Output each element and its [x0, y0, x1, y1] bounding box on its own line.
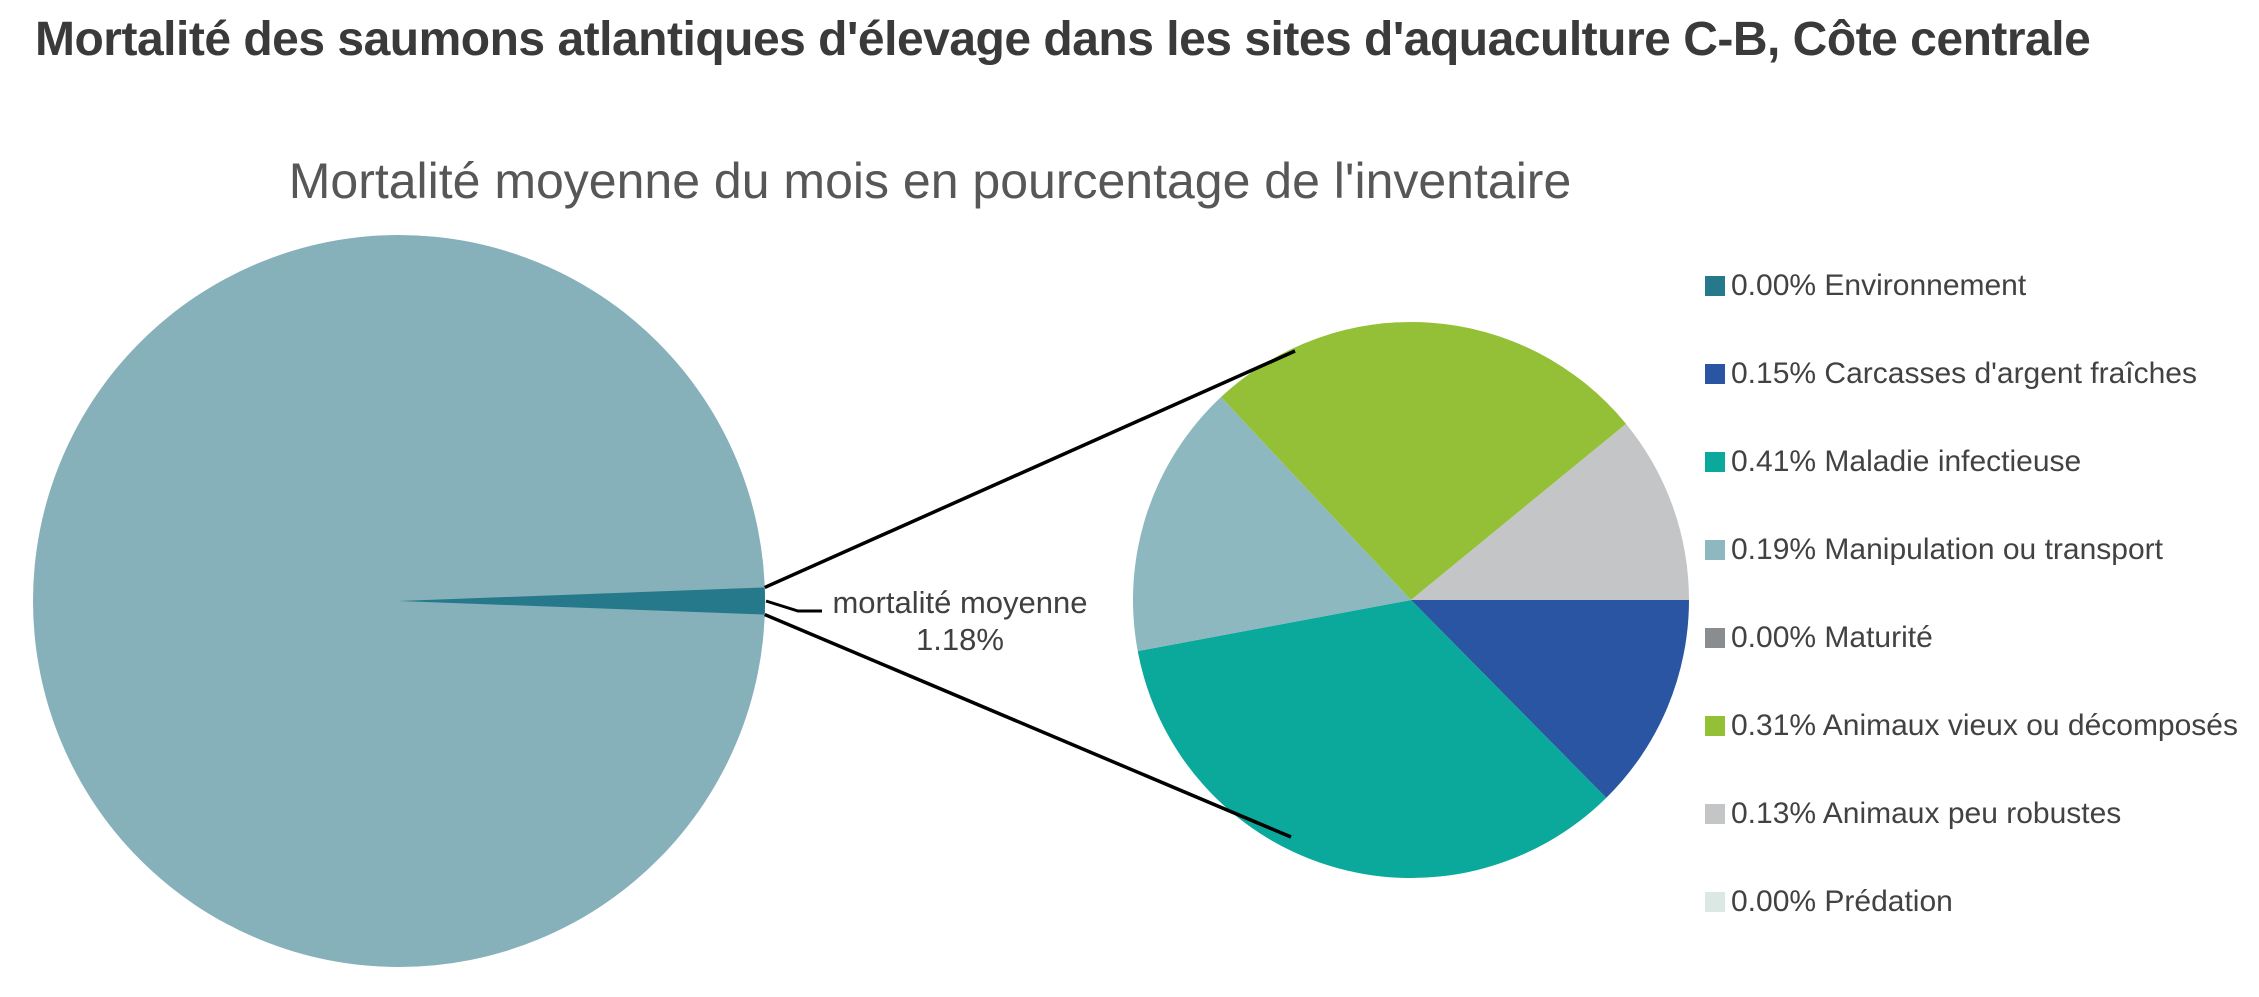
legend-swatch-icon	[1705, 804, 1725, 824]
label-leader-line	[765, 599, 822, 613]
legend-label: Prédation	[1824, 885, 1953, 918]
legend-item: 0.00% Maturité	[1705, 621, 1933, 654]
series-line-top	[764, 349, 1296, 590]
series-line-bottom	[764, 612, 1292, 839]
legend-item: 0.41% Maladie infectieuse	[1705, 445, 2082, 478]
legend-label: Animaux vieux ou décomposés	[1822, 709, 2238, 742]
legend-value: 0.31%	[1731, 709, 1817, 742]
legend-value: 0.41%	[1731, 445, 1817, 478]
legend-item: 0.00% Prédation	[1705, 885, 1953, 918]
legend-item: 0.00% Environnement	[1705, 269, 2027, 302]
legend-item: 0.31% Animaux vieux ou décomposés	[1705, 709, 2238, 742]
detail-pie-slice-2	[1411, 600, 1689, 798]
detail-pie-slice-3	[1137, 600, 1607, 879]
legend-value: 0.15%	[1731, 357, 1817, 390]
legend-label: Environnement	[1824, 269, 2027, 302]
legend-swatch-icon	[1705, 628, 1725, 648]
legend-label: Manipulation ou transport	[1824, 533, 2163, 566]
legend-label: Maladie infectieuse	[1824, 445, 2082, 478]
legend-value: 0.00%	[1731, 269, 1817, 302]
legend-swatch-icon	[1705, 452, 1725, 472]
legend-swatch-icon	[1705, 716, 1725, 736]
legend-item: 0.13% Animaux peu robustes	[1705, 797, 2122, 830]
legend-item: 0.19% Manipulation ou transport	[1705, 533, 2163, 566]
legend-item: 0.15% Carcasses d'argent fraîches	[1705, 357, 2197, 390]
chart-subtitle: Mortalité moyenne du mois en pourcentage…	[288, 153, 1572, 209]
legend-value: 0.19%	[1731, 533, 1817, 566]
main-pie-mortality-slice	[399, 587, 766, 615]
legend-swatch-icon	[1705, 364, 1725, 384]
legend-swatch-icon	[1705, 540, 1725, 560]
legend-value: 0.13%	[1731, 797, 1817, 830]
detail-pie-slice-7	[1411, 423, 1689, 600]
legend-label: Carcasses d'argent fraîches	[1824, 357, 2197, 390]
mortality-label-text: mortalité moyenne	[832, 585, 1088, 620]
detail-pie-slice-4	[1132, 397, 1411, 652]
legend-swatch-icon	[1705, 892, 1725, 912]
legend-label: Maturité	[1824, 621, 1933, 654]
legend-value: 0.00%	[1731, 885, 1817, 918]
mortality-data-label: mortalité moyenne 1.18%	[812, 584, 1108, 658]
legend-label: Animaux peu robustes	[1822, 797, 2122, 830]
detail-pie-slice-6	[1221, 322, 1627, 600]
mortality-label-value: 1.18%	[916, 622, 1004, 657]
legend-value: 0.00%	[1731, 621, 1817, 654]
legend-swatch-icon	[1705, 276, 1725, 296]
page-title: Mortalité des saumons atlantiques d'élev…	[35, 13, 2091, 66]
